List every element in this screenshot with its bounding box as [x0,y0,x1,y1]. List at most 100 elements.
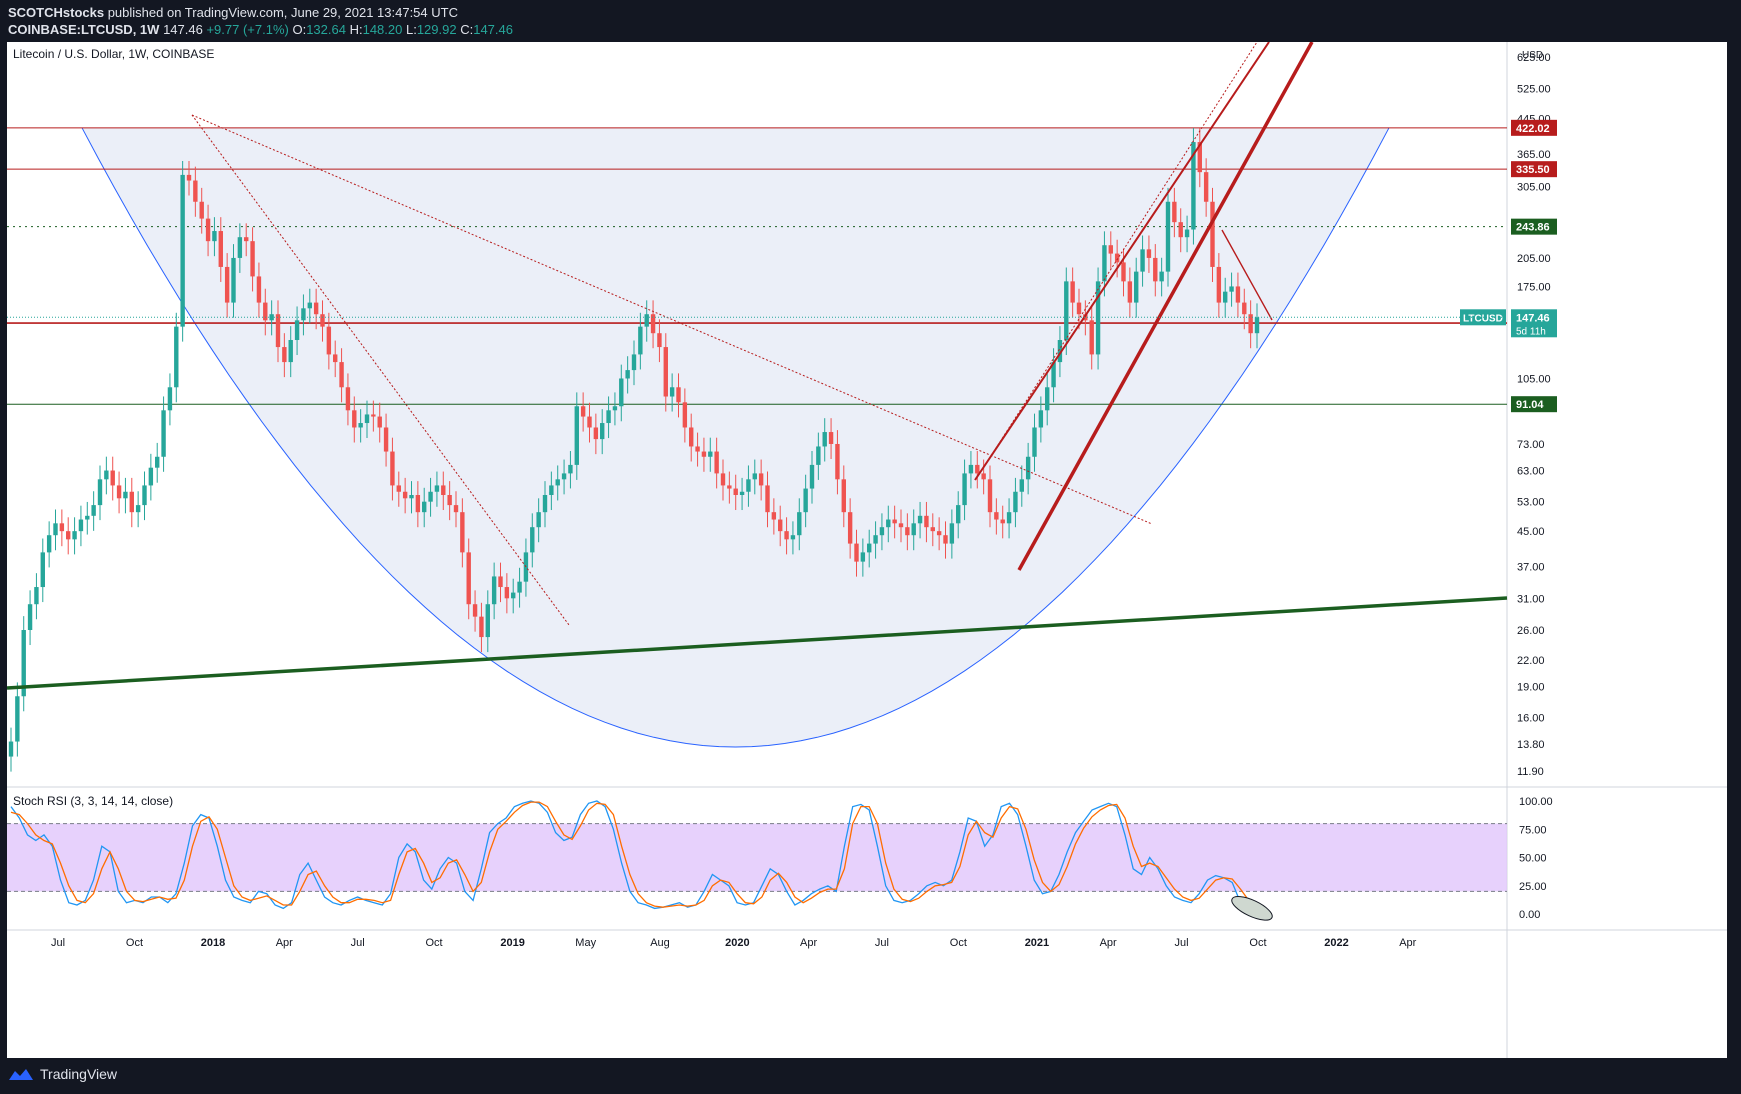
candle-body [434,485,440,492]
candle-body [854,543,859,562]
x-tick-label: Jul [1175,937,1189,949]
candle-body [224,266,230,303]
y-tick-label: 37.00 [1517,561,1545,573]
candle-body [784,531,789,540]
candle-body [453,505,459,513]
candle-body [155,456,160,468]
last-price-box [1511,309,1557,338]
candle-body [619,378,624,407]
short-downtrend-line [1221,229,1273,321]
candle-body [879,527,885,536]
candle-body [987,479,993,513]
candle-body [561,473,567,480]
channel-lower-line [1017,42,1314,571]
candle-body [301,308,306,321]
candle-body [1140,249,1145,272]
candle-body [282,347,287,363]
rsi-line-d [10,801,1258,908]
y-tick-label: 19.00 [1517,682,1545,694]
candle-body [1025,456,1031,480]
candle-body [1032,427,1037,457]
candle-body [1172,201,1177,223]
x-tick-label: Oct [126,937,143,949]
candle-body [390,451,395,486]
candle-body [110,470,115,486]
candle-body [587,416,592,428]
candle-body [841,479,846,513]
candle-body [40,552,45,588]
candle-body [1121,262,1126,282]
candle-body [91,505,96,516]
candle-body [364,414,370,424]
x-tick-label: Apr [800,937,817,949]
candle-body [34,587,39,605]
candle-body [135,505,141,513]
x-tick-label: Aug [650,937,670,949]
footer: TradingView [8,1066,117,1082]
x-tick-label: 2019 [500,937,524,949]
candle-body [638,326,643,355]
candle-body [174,326,179,388]
channel-upper-line [974,42,1270,481]
candle-body [511,592,516,599]
candle-body [352,410,357,428]
y-tick-label: 525.00 [1517,83,1551,95]
candle-body [765,485,770,513]
candle-body [1019,479,1024,492]
last-price-text: 147.46 [1516,312,1550,324]
candle-body [409,494,414,499]
brand-name[interactable]: TradingView [40,1066,118,1082]
tradingview-logo-icon[interactable] [8,1067,34,1081]
chart-frame[interactable]: Litecoin / U.S. Dollar, 1W, COINBASE 625.… [7,42,1727,1058]
candle-body [1191,142,1196,230]
candle-body [294,320,300,341]
y-tick-label: 26.00 [1517,625,1545,637]
candle-body [860,552,866,562]
candle-body [682,402,688,428]
candle-body [1153,257,1158,282]
candle-body [244,237,249,242]
candle-body [898,523,904,528]
currency-label: USD [1522,50,1543,61]
candle-body [377,416,382,428]
candle-body [78,519,84,532]
candle-body [835,443,840,480]
candle-body [1223,291,1228,303]
candle-body [1000,519,1005,524]
candle-body [485,604,490,638]
candle-body [542,494,548,513]
rsi-title: Stoch RSI (3, 3, 14, 14, close) [13,794,173,808]
candle-body [275,314,281,348]
y-tick-label: 16.00 [1517,712,1545,724]
publish-line: SCOTCHstocks published on TradingView.co… [8,4,513,21]
x-tick-label: Oct [950,937,967,949]
candle-body [1197,142,1202,173]
candle-body [847,512,853,544]
candle-body [962,473,967,506]
candle-body [307,302,312,309]
candle-body [1216,266,1222,303]
candle-body [21,630,26,697]
y-tick-label: 365.00 [1517,149,1551,161]
author-name[interactable]: SCOTCHstocks [8,5,105,20]
candle-body [644,314,649,327]
candle-body [320,314,325,327]
candle-body [1095,281,1101,355]
candle-body [536,512,541,528]
candle-body [85,515,90,520]
x-tick-label: Apr [276,937,293,949]
candle-body [498,576,503,588]
chart-canvas[interactable]: Litecoin / U.S. Dollar, 1W, COINBASE 625.… [7,42,1727,1058]
candle-body [1159,271,1164,282]
candle-body [491,576,497,605]
candle-body [167,387,173,411]
channel-outer-dotted [986,42,1258,463]
candle-body [1102,245,1107,282]
ohlc-close-label: C: [460,22,474,37]
candle-body [580,406,586,417]
candle-body [53,523,58,536]
y-tick-label: 31.00 [1517,593,1545,605]
price-change: +9.77 (+7.1%) [206,22,289,37]
candle-body [1254,317,1260,334]
y-tick-label: 205.00 [1517,253,1551,265]
